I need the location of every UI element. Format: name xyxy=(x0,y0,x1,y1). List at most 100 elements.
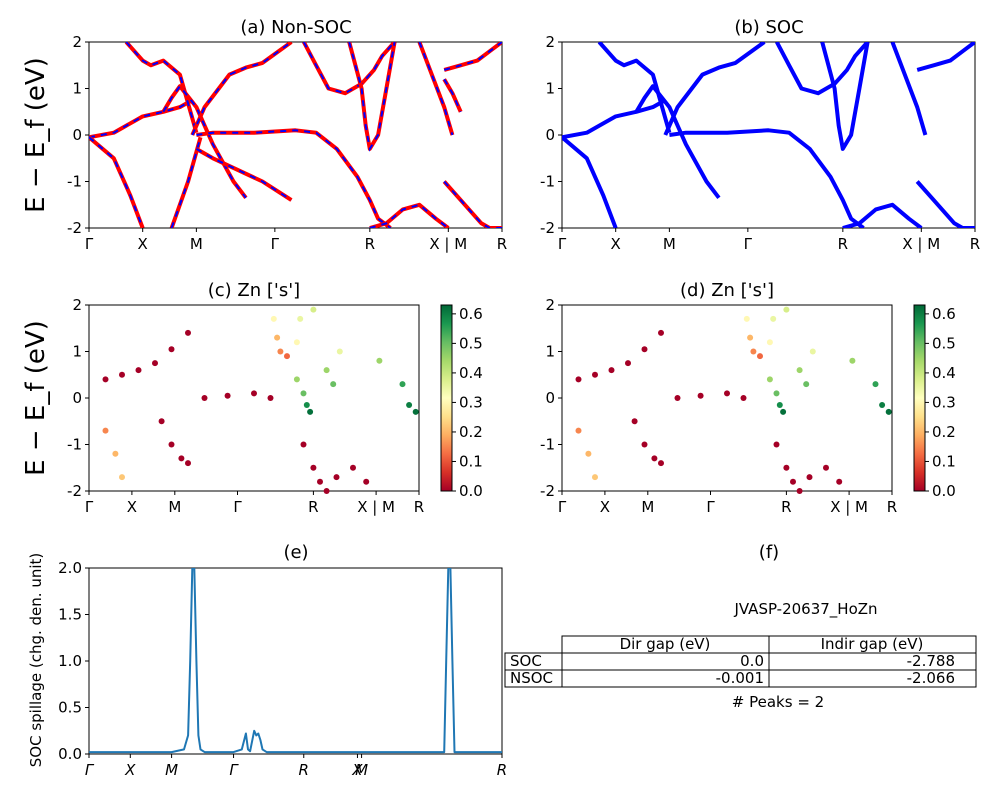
x-tick-label-e: M xyxy=(355,761,368,779)
scatter-point xyxy=(168,441,175,448)
colorbar-tick-label: 0.5 xyxy=(932,334,956,352)
axes-d xyxy=(561,304,893,492)
summary-panel: JVASP-20637_HoZn Dir gap (eV) Indir gap … xyxy=(504,600,977,711)
scatter-point xyxy=(158,418,165,425)
scatter-point xyxy=(135,367,142,374)
scatter-point xyxy=(836,478,843,485)
panel-b-title: (b) SOC xyxy=(734,17,803,38)
colorbar-tick-label: 0.5 xyxy=(459,334,483,352)
table-cell-dir-gap: -0.001 xyxy=(716,669,764,687)
scatter-point xyxy=(674,395,681,401)
scatter-point xyxy=(766,339,773,346)
y-tick-label-c: -2 xyxy=(67,482,82,500)
scatter-point xyxy=(631,418,638,425)
y-tick-label-e: 1.0 xyxy=(58,652,82,670)
scatter-point xyxy=(575,427,582,434)
band-line-dashed xyxy=(443,78,462,113)
scatter-point xyxy=(776,402,783,408)
band-line xyxy=(442,180,502,228)
x-tick-label-a: R xyxy=(365,235,375,253)
x-tick-label-d: R xyxy=(887,498,897,516)
scatter-point xyxy=(307,408,314,415)
x-tick-label-a: Γ xyxy=(271,235,280,253)
table-row-label: NSOC xyxy=(510,669,553,687)
scatter-point xyxy=(303,402,310,408)
scatter-point xyxy=(780,408,787,415)
scatter-point xyxy=(773,390,780,397)
scatter-point xyxy=(317,478,323,485)
band-line xyxy=(663,42,766,136)
band-line xyxy=(562,98,667,140)
band-line xyxy=(347,42,397,151)
x-tick-label-b: X | M xyxy=(902,235,940,253)
panel-e-title: (e) xyxy=(283,542,308,563)
colorbar-tick-label: 0.2 xyxy=(932,423,956,441)
band-lines-a xyxy=(89,42,502,228)
y-tick-label-b: -2 xyxy=(540,219,555,237)
material-id: JVASP-20637_HoZn xyxy=(733,600,877,619)
scatter-point xyxy=(849,357,856,364)
scatter-point xyxy=(185,460,191,467)
band-line-dashed xyxy=(369,203,449,228)
y-tick-label-a: 1 xyxy=(72,80,82,98)
band-line-dashed xyxy=(418,42,454,136)
scatter-point xyxy=(740,395,747,401)
scatter-point xyxy=(376,357,383,364)
plot-c: -2 -1 0 1 2 Γ X M Γ R X | M R xyxy=(67,296,424,516)
y-tick-label-d: -1 xyxy=(540,436,555,454)
scatter-point xyxy=(658,329,664,336)
colorbar-tick-label: 0.1 xyxy=(459,452,483,470)
scatter-point xyxy=(336,348,343,355)
scatter-point xyxy=(333,474,340,481)
scatter-point xyxy=(625,360,631,367)
spillage-ylabel: SOC spillage (chg. den. unit) xyxy=(27,553,45,768)
x-tick-label-a: R xyxy=(497,235,507,253)
x-tick-label-d: Γ xyxy=(706,498,715,516)
x-tick-label-a: Γ xyxy=(85,235,94,253)
band-line xyxy=(562,135,618,228)
table-cell-dir-gap: 0.0 xyxy=(740,652,764,670)
x-tick-label-e: X xyxy=(124,761,136,779)
scatter-point xyxy=(724,390,730,397)
scatter-point xyxy=(750,348,757,355)
scatter-point xyxy=(310,464,317,471)
band-line xyxy=(916,42,975,72)
x-tick-label-c: X | M xyxy=(357,498,395,516)
table-header-dir-gap: Dir gap (eV) xyxy=(620,635,711,653)
scatter-point xyxy=(293,339,300,346)
x-tick-label-e: R xyxy=(299,761,309,779)
y-tick-label-e: 0.5 xyxy=(58,699,82,717)
scatter-point xyxy=(330,381,337,388)
x-tick-label-a: M xyxy=(190,235,203,253)
x-tick-label-b: X xyxy=(611,235,621,253)
scatter-point xyxy=(178,455,185,462)
y-tick-label-a: -2 xyxy=(67,219,82,237)
axes-c xyxy=(88,304,420,492)
scatter-point xyxy=(783,464,790,471)
scatter-point xyxy=(697,392,704,399)
scatter-point xyxy=(102,427,109,434)
band-line xyxy=(669,128,865,228)
y-tick-label-b: 1 xyxy=(545,80,555,98)
scatter-point xyxy=(274,334,281,341)
scatter-point xyxy=(651,455,658,462)
spillage-line xyxy=(89,568,502,754)
band-line xyxy=(196,128,392,228)
scatter-point xyxy=(575,376,582,383)
table-cell-indir-gap: -2.066 xyxy=(907,669,955,687)
scatter-point xyxy=(585,450,592,457)
scatter-point xyxy=(293,376,300,383)
x-tick-label-c: Γ xyxy=(85,498,94,516)
band-line xyxy=(89,98,194,140)
table-header-indir-gap: Indir gap (eV) xyxy=(821,635,924,653)
x-tick-label-c: Γ xyxy=(233,498,242,516)
x-tick-label-d: X xyxy=(600,498,610,516)
y-tick-label-b: -1 xyxy=(540,173,555,191)
panel-c-title: (c) Zn ['s'] xyxy=(208,280,300,301)
peaks-count: # Peaks = 2 xyxy=(732,693,824,711)
colorbar-tick-label: 0.3 xyxy=(932,393,956,411)
y-tick-label-c: -1 xyxy=(67,436,82,454)
scatter-point xyxy=(770,315,777,322)
scatter-point xyxy=(658,460,664,467)
band-line-dashed xyxy=(89,99,193,139)
